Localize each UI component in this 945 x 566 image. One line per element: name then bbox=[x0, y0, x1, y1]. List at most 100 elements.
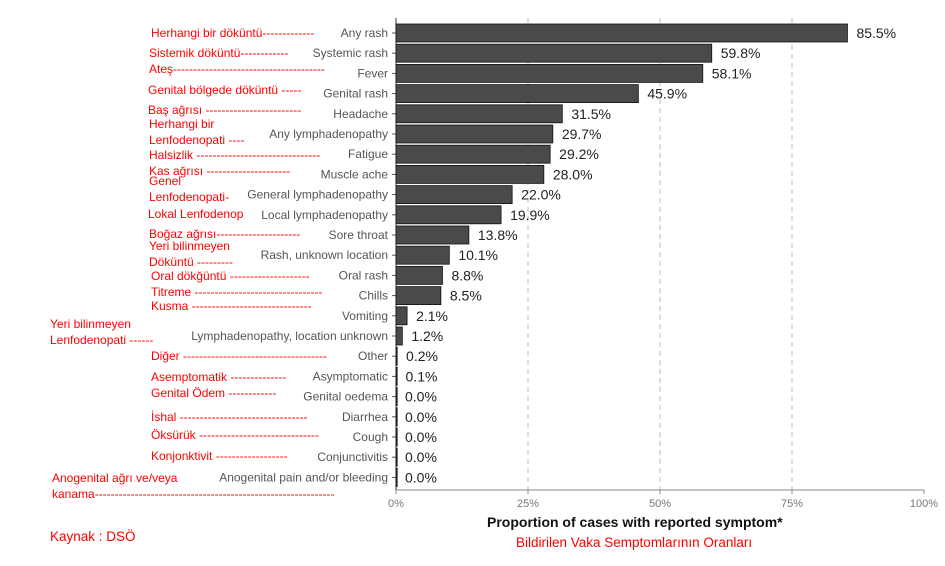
value-label: 0.0% bbox=[405, 429, 437, 445]
category-label: General lymphadenopathy bbox=[247, 188, 388, 202]
category-label: Systemic rash bbox=[313, 46, 388, 60]
turkish-label-line: Genel bbox=[149, 174, 182, 188]
value-label: 0.0% bbox=[405, 409, 437, 425]
bar bbox=[395, 286, 442, 306]
turkish-label-line: Genital Ödem ------------ bbox=[151, 386, 277, 400]
turkish-label: Genital Ödem ------------ bbox=[151, 386, 276, 401]
bar bbox=[395, 144, 551, 164]
turkish-label-line: Lokal Lenfodenop bbox=[148, 207, 244, 221]
category-label: Lymphadenopathy, location unknown bbox=[191, 329, 388, 343]
value-label: 8.5% bbox=[450, 288, 482, 304]
turkish-label-line: Kas ağrısı --------------------- bbox=[149, 164, 291, 178]
turkish-label: Anogenital ağrı ve/veya kanama-----------… bbox=[52, 471, 334, 502]
value-label: 59.8% bbox=[721, 45, 761, 61]
category-label: Fever bbox=[357, 66, 388, 80]
turkish-label: Herhangi bir Lenfodenopati ---- bbox=[149, 117, 244, 148]
x-tick-label: 50% bbox=[649, 498, 671, 510]
turkish-label-line: Oral dökğüntü -------------------- bbox=[151, 269, 310, 283]
value-label: 58.1% bbox=[712, 65, 752, 81]
category-label: Sore throat bbox=[329, 228, 389, 242]
value-label: 85.5% bbox=[856, 25, 896, 41]
bar bbox=[395, 124, 554, 144]
category-label: Chills bbox=[359, 289, 388, 303]
turkish-label: Genital bölgede döküntü ----- bbox=[148, 83, 301, 98]
turkish-label-line: Kusma ------------------------------ bbox=[151, 299, 312, 313]
turkish-label: Konjonktivit ------------------ bbox=[151, 449, 288, 464]
turkish-label: Lokal Lenfodenop bbox=[148, 207, 243, 222]
bar bbox=[395, 387, 398, 407]
turkish-label-line: Ateş------------------------------------… bbox=[149, 62, 325, 76]
category-label: Anogenital pain and/or bleeding bbox=[219, 470, 388, 484]
bar bbox=[395, 407, 398, 427]
source-label: Kaynak : DSÖ bbox=[50, 529, 136, 544]
turkish-label: Boğaz ağrısı--------------------- bbox=[149, 227, 300, 242]
turkish-label: Oral dökğüntü -------------------- bbox=[151, 269, 310, 284]
value-label: 28.0% bbox=[553, 166, 593, 182]
turkish-label-line: Herhangi bir döküntü------------- bbox=[151, 26, 315, 40]
turkish-label: Titreme -------------------------------- bbox=[151, 285, 322, 300]
value-label: 0.0% bbox=[405, 389, 437, 405]
category-label: Genital oedema bbox=[303, 390, 388, 404]
turkish-label-line: Boğaz ağrısı--------------------- bbox=[149, 227, 301, 241]
bar bbox=[395, 164, 545, 184]
bar bbox=[395, 104, 563, 124]
turkish-label: Kas ağrısı --------------------- bbox=[149, 164, 290, 179]
turkish-label-line: Konjonktivit ------------------ bbox=[151, 449, 288, 463]
value-label: 0.1% bbox=[406, 368, 438, 384]
category-label: Fatigue bbox=[348, 147, 388, 161]
bar bbox=[395, 326, 403, 346]
bar bbox=[395, 245, 450, 265]
turkish-label-line: Döküntü --------- bbox=[149, 255, 233, 269]
x-tick-label: 25% bbox=[517, 498, 539, 510]
value-label: 0.2% bbox=[406, 348, 438, 364]
category-label: Any lymphadenopathy bbox=[269, 127, 388, 141]
bar bbox=[395, 306, 408, 326]
turkish-label-line: Asemptomatik -------------- bbox=[151, 370, 287, 384]
bar bbox=[395, 64, 704, 83]
turkish-label: İshal -------------------------------- bbox=[151, 410, 308, 425]
value-label: 0.0% bbox=[405, 469, 437, 485]
bar bbox=[395, 84, 639, 103]
turkish-label-line: İshal -------------------------------- bbox=[151, 410, 308, 424]
value-label: 8.8% bbox=[451, 267, 483, 283]
turkish-label: Kusma ------------------------------ bbox=[151, 299, 312, 314]
turkish-label: Halsizlik ------------------------------… bbox=[149, 148, 320, 163]
category-label: Local lymphadenopathy bbox=[261, 208, 388, 222]
value-label: 19.9% bbox=[510, 207, 550, 223]
bar bbox=[395, 265, 443, 285]
category-label: Any rash bbox=[341, 26, 388, 40]
turkish-label: Genel Lenfodenopati- bbox=[149, 174, 229, 205]
x-axis-title: Proportion of cases with reported sympto… bbox=[487, 514, 783, 530]
turkish-label-line: Öksürük ------------------------------ bbox=[151, 428, 319, 442]
turkish-label: Sistemik döküntü------------ bbox=[149, 46, 288, 61]
turkish-label: Ateş------------------------------------… bbox=[149, 62, 325, 77]
turkish-label: Asemptomatik -------------- bbox=[151, 370, 286, 385]
turkish-label: Yeri bilinmeyen Lenfodenopati ------ bbox=[50, 317, 153, 348]
bar bbox=[395, 185, 513, 205]
category-label: Vomiting bbox=[342, 309, 388, 323]
turkish-label: Herhangi bir döküntü------------- bbox=[151, 26, 314, 41]
value-label: 45.9% bbox=[647, 86, 687, 102]
turkish-label-line: Halsizlik ------------------------------… bbox=[149, 148, 321, 162]
value-label: 29.2% bbox=[559, 146, 599, 162]
bar bbox=[395, 225, 470, 245]
x-tick-label: 0% bbox=[388, 498, 404, 510]
bar bbox=[395, 427, 398, 447]
bar bbox=[395, 23, 848, 43]
turkish-label: Baş ağrısı ------------------------ bbox=[148, 103, 301, 118]
turkish-label-line: Baş ağrısı ------------------------ bbox=[148, 103, 302, 117]
turkish-label-line: Lenfodenopati- bbox=[149, 190, 230, 204]
value-label: 31.5% bbox=[571, 106, 611, 122]
value-label: 29.7% bbox=[562, 126, 602, 142]
turkish-label-line: Titreme -------------------------------- bbox=[151, 285, 323, 299]
turkish-label-line: kanama----------------------------------… bbox=[52, 487, 335, 501]
turkish-label-line: Yeri bilinmeyen bbox=[149, 239, 230, 253]
turkish-label-line: Yeri bilinmeyen bbox=[50, 317, 131, 331]
bar bbox=[395, 447, 398, 467]
category-label: Rash, unknown location bbox=[261, 248, 388, 262]
category-label: Genital rash bbox=[323, 87, 388, 101]
turkish-label-line: Anogenital ağrı ve/veya bbox=[52, 471, 178, 485]
category-label: Headache bbox=[333, 107, 388, 121]
